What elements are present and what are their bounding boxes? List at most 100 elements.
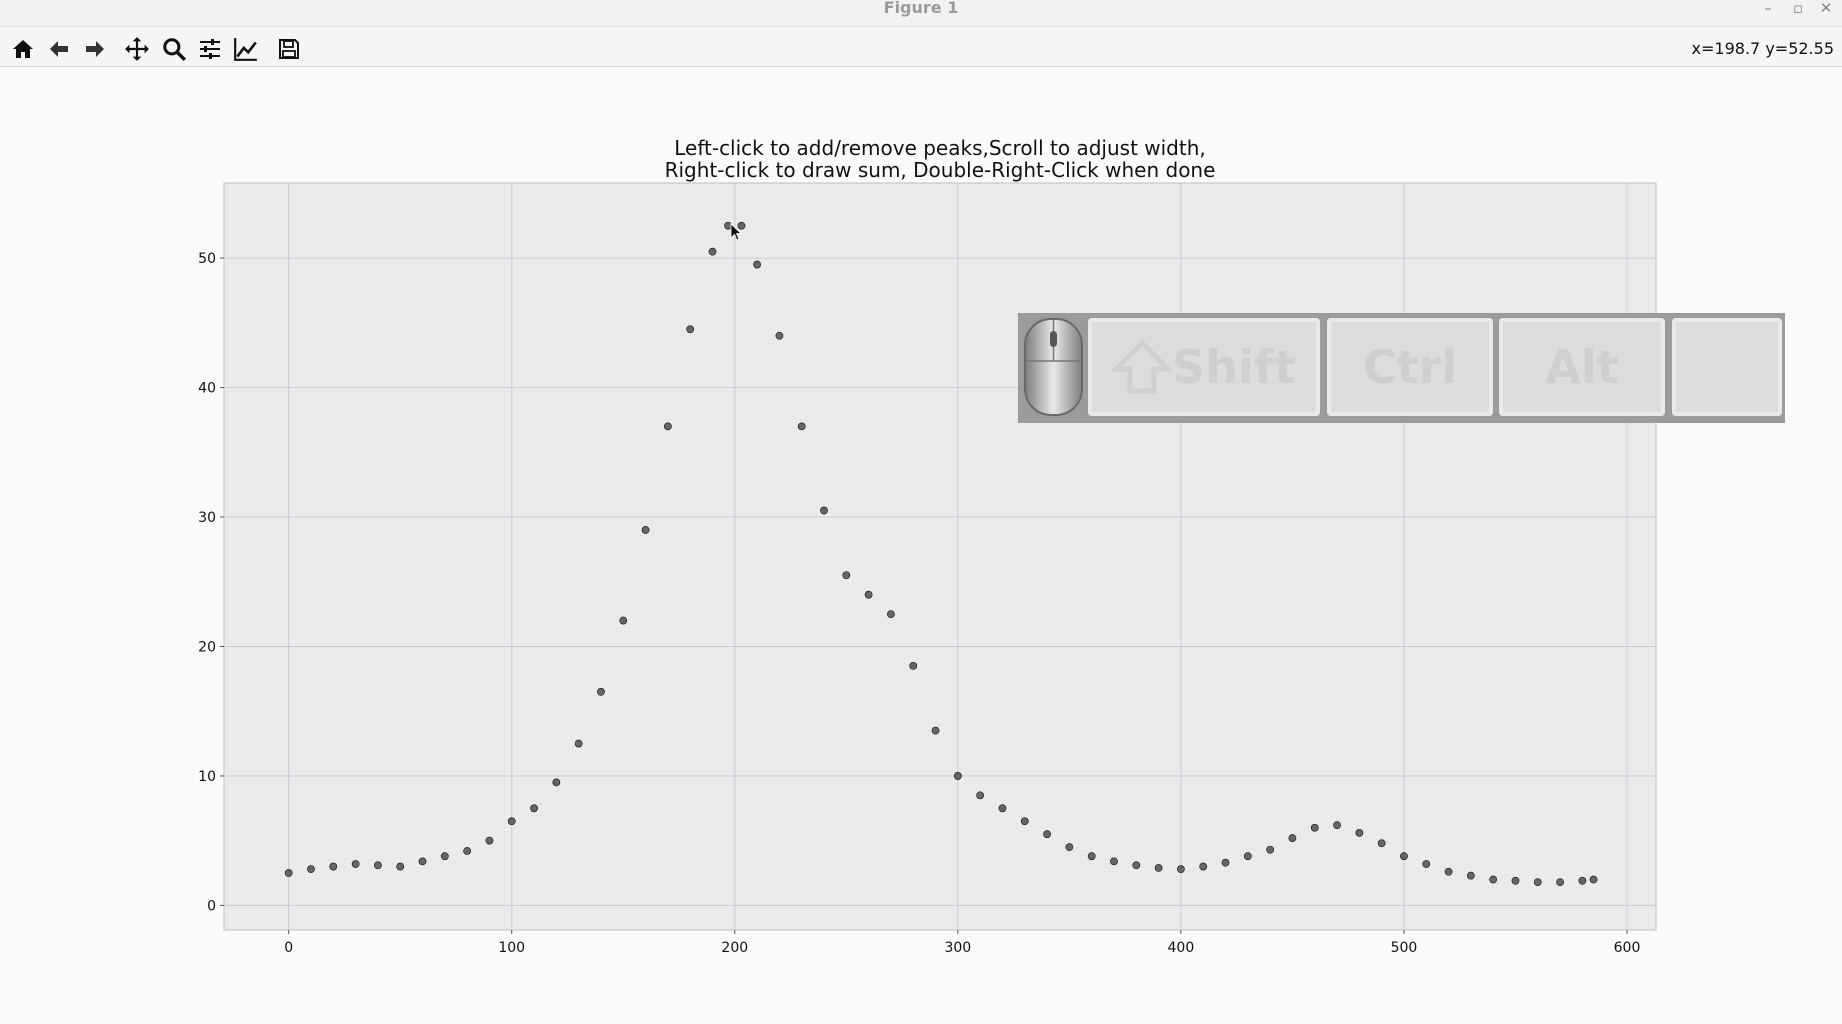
back-button[interactable] (44, 34, 74, 64)
data-point (1221, 858, 1230, 867)
data-point (440, 852, 449, 861)
minimize-button[interactable]: – (1764, 0, 1772, 17)
data-point (485, 836, 494, 845)
y-tick-label: 40 (198, 381, 216, 397)
data-point (1176, 865, 1185, 874)
ctrl-key: Ctrl (1327, 318, 1493, 416)
y-tick-label: 20 (198, 639, 216, 655)
plot-title-line-2: Right-click to draw sum, Double-Right-Cl… (664, 158, 1216, 182)
figure-canvas[interactable]: Left-click to add/remove peaks,Scroll to… (0, 67, 1842, 1024)
data-point (663, 422, 672, 431)
data-point (396, 862, 405, 871)
data-point (1333, 821, 1341, 830)
data-point (597, 687, 605, 696)
data-point (1578, 876, 1587, 885)
data-point (530, 804, 538, 813)
data-point (998, 804, 1007, 813)
pan-button[interactable] (122, 34, 152, 64)
data-point (1377, 839, 1386, 848)
save-button[interactable] (274, 34, 304, 64)
data-point (797, 422, 806, 431)
data-point (1422, 860, 1431, 868)
x-tick-label: 500 (1391, 940, 1418, 956)
data-point (976, 791, 985, 800)
window-titlebar[interactable]: Figure 1 – ▫ ✕ (0, 0, 1842, 27)
alt-key-label: Alt (1545, 340, 1619, 394)
data-point (1043, 830, 1051, 839)
data-point (1310, 823, 1319, 832)
data-point (864, 590, 873, 599)
data-point (284, 869, 293, 877)
plot-title-line-1: Left-click to add/remove peaks,Scroll to… (674, 136, 1206, 160)
data-point (1466, 871, 1475, 880)
shift-arrow-icon (1112, 339, 1173, 394)
zoom-button[interactable] (159, 34, 189, 64)
subplots-button[interactable] (195, 34, 225, 64)
data-points (284, 221, 1598, 886)
data-point (1589, 875, 1598, 884)
data-point (931, 726, 940, 735)
pan-icon (125, 37, 149, 61)
extra-key (1672, 318, 1782, 416)
back-icon (50, 41, 68, 57)
data-point (1087, 852, 1096, 861)
x-tick-label: 0 (284, 940, 293, 956)
y-tick-label: 30 (198, 510, 216, 526)
edit-axis-button[interactable] (231, 34, 261, 64)
data-point (552, 778, 561, 787)
maximize-button[interactable]: ▫ (1792, 0, 1804, 17)
y-tick-label: 10 (198, 769, 216, 785)
data-point (418, 857, 427, 866)
x-tick-label: 600 (1614, 940, 1641, 956)
data-point (953, 772, 962, 780)
zoom-icon (163, 38, 187, 62)
data-point (775, 331, 784, 340)
data-point (329, 862, 338, 871)
shift-key: Shift (1088, 318, 1320, 416)
data-point (1266, 845, 1275, 854)
home-button[interactable] (8, 34, 38, 64)
data-point (1511, 876, 1520, 885)
data-point (1110, 857, 1118, 866)
data-point (1020, 817, 1029, 826)
close-button[interactable]: ✕ (1819, 0, 1833, 17)
data-point (1288, 834, 1297, 842)
toolbar: x=198.7 y=52.55 (0, 27, 1842, 67)
data-point (507, 817, 516, 826)
data-point (574, 739, 583, 748)
data-point (909, 661, 918, 670)
scatter-chart[interactable]: 0 100 200 300 400 500 600 0 10 20 30 40 50 (0, 67, 1842, 957)
y-tick-label: 0 (207, 898, 216, 914)
window-title: Figure 1 (883, 0, 959, 17)
data-point (820, 506, 828, 515)
ctrl-key-label: Ctrl (1362, 340, 1458, 394)
data-point (1556, 878, 1564, 886)
data-point (753, 260, 761, 269)
mouse-cursor (730, 223, 743, 241)
data-point (1533, 878, 1542, 886)
forward-button[interactable] (80, 34, 110, 64)
data-point (1400, 852, 1408, 861)
data-point (463, 847, 472, 855)
x-tick-label: 300 (944, 940, 971, 956)
edit-axis-icon (234, 38, 257, 61)
data-point (307, 865, 315, 874)
data-point (1243, 852, 1252, 861)
cursor-coordinates: x=198.7 y=52.55 (1691, 39, 1834, 58)
forward-icon (86, 41, 104, 57)
data-point (1132, 861, 1141, 870)
data-point (1154, 863, 1163, 872)
y-tick-label: 50 (198, 251, 216, 267)
shift-key-label: Shift (1172, 340, 1296, 394)
data-point (351, 860, 360, 868)
x-axis-ticks: 0 100 200 300 400 500 600 (284, 930, 1640, 956)
data-point (708, 247, 717, 256)
data-point (1199, 862, 1208, 871)
x-tick-label: 100 (498, 940, 525, 956)
subplots-icon (200, 39, 220, 59)
home-icon (13, 40, 33, 58)
data-point (1355, 829, 1364, 837)
key-press-overlay: Shift Ctrl Alt (1018, 313, 1785, 423)
plot-area[interactable] (223, 182, 1657, 931)
data-point (641, 526, 650, 534)
